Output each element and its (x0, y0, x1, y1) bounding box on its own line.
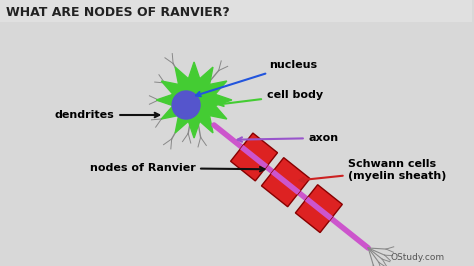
FancyBboxPatch shape (0, 0, 472, 22)
Polygon shape (156, 62, 232, 138)
Text: nodes of Ranvier: nodes of Ranvier (90, 163, 264, 173)
Text: axon: axon (237, 133, 338, 143)
Text: WHAT ARE NODES OF RANVIER?: WHAT ARE NODES OF RANVIER? (6, 6, 230, 19)
Text: cell body: cell body (219, 90, 323, 106)
Text: nucleus: nucleus (196, 60, 317, 96)
Polygon shape (230, 133, 278, 181)
Text: dendrites: dendrites (55, 110, 159, 120)
Circle shape (172, 91, 200, 119)
Polygon shape (262, 158, 310, 207)
Text: OStudy.com: OStudy.com (391, 253, 445, 263)
Text: Schwann cells
(myelin sheath): Schwann cells (myelin sheath) (300, 159, 447, 182)
Polygon shape (295, 185, 342, 232)
